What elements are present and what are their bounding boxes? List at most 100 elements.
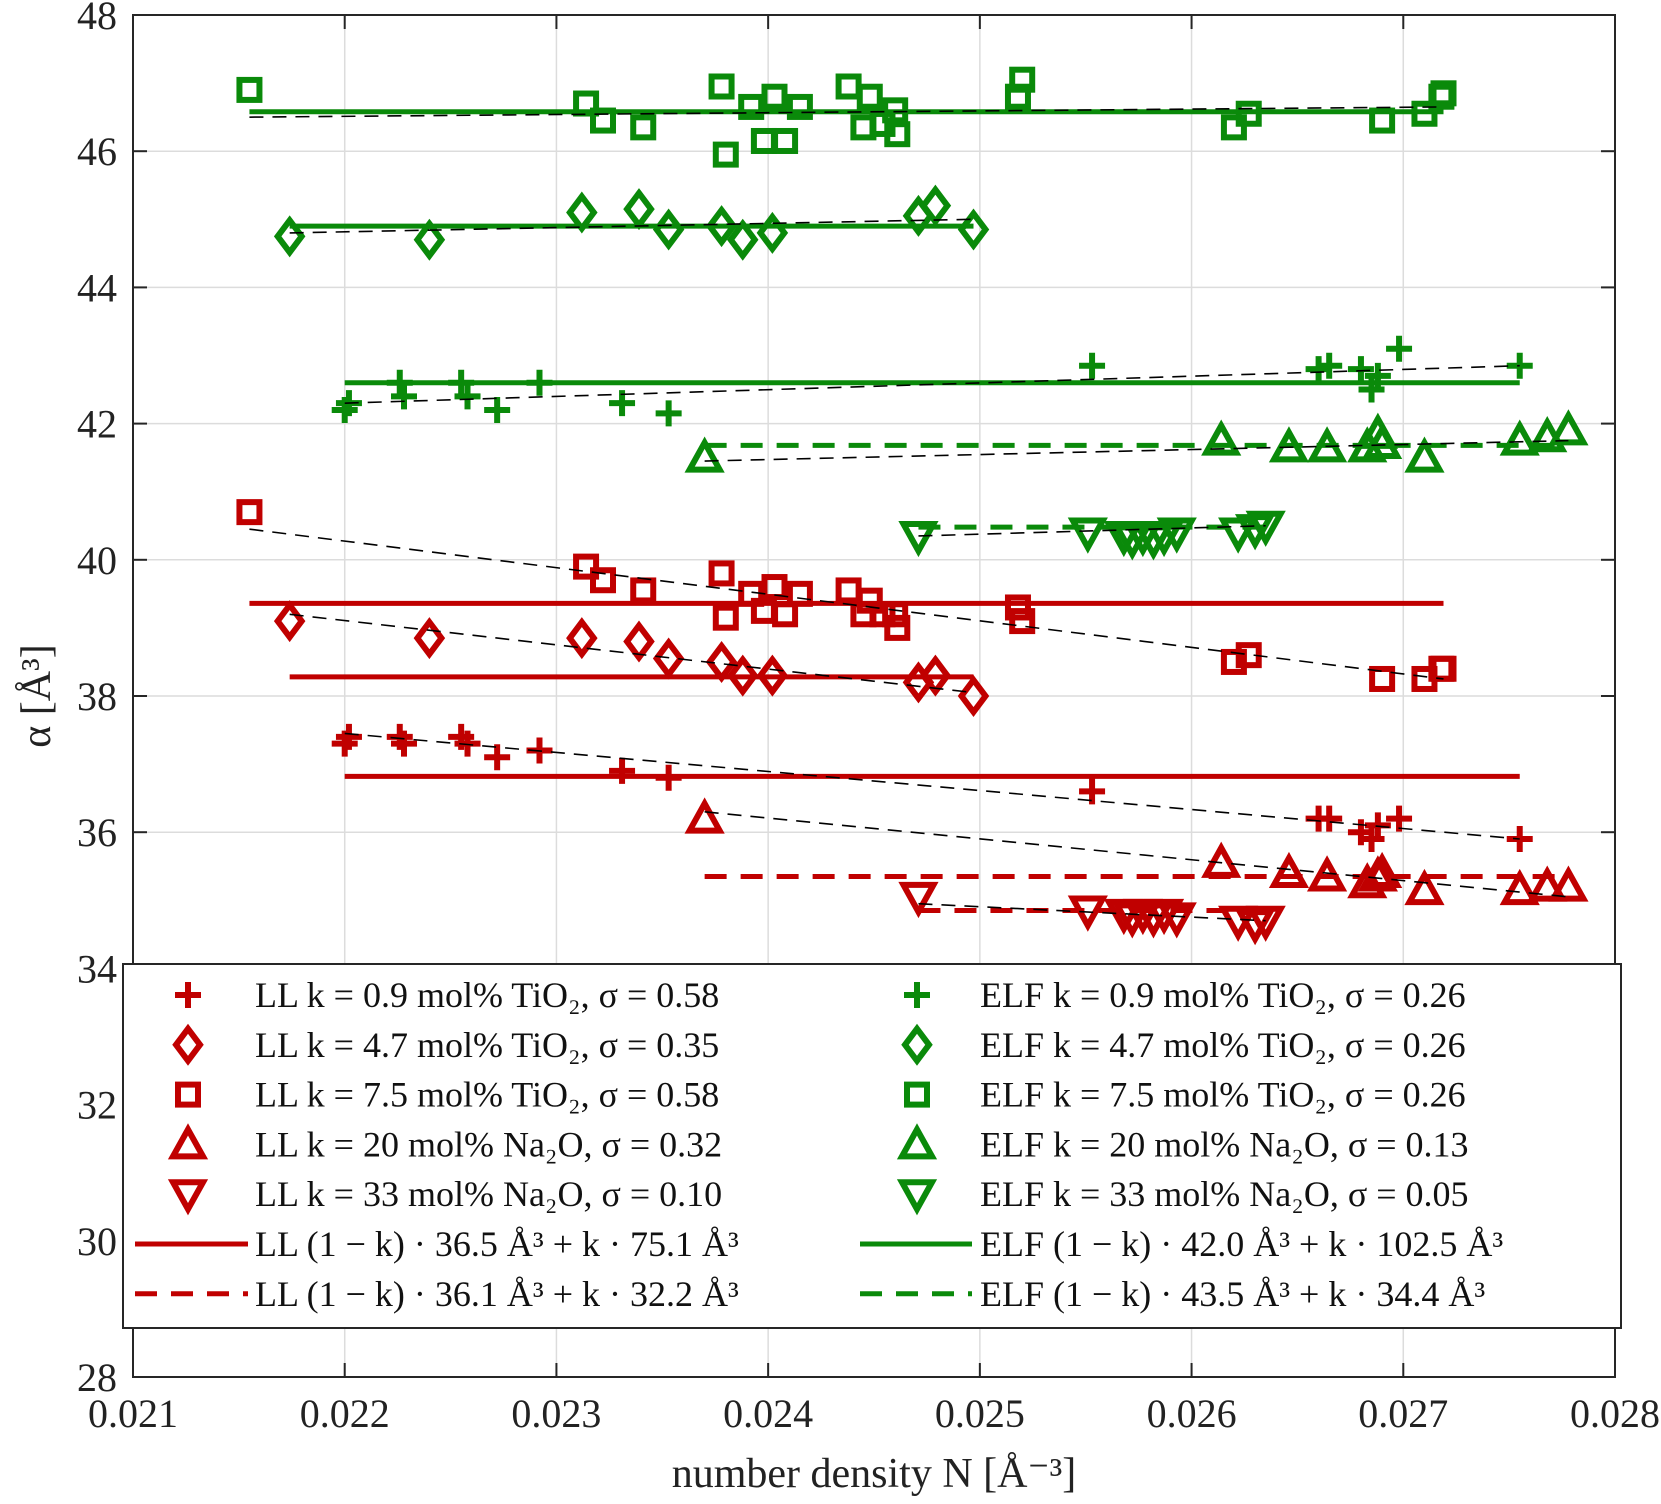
legend-label: LL k = 20 mol% Na₂O, σ = 0.32: [255, 1124, 722, 1164]
linear-fit-line: [344, 364, 1520, 404]
linear-fit-line: [249, 106, 1444, 118]
y-tick-label: 32: [77, 1083, 117, 1128]
ll-triangle-up-point: [684, 797, 725, 834]
elf-triangle-down-point: [898, 520, 939, 558]
elf-square-point: [708, 73, 735, 100]
elf-diamond-point: [652, 208, 685, 251]
ll-plus-point: [1364, 812, 1391, 839]
y-tick-label: 44: [77, 265, 117, 310]
ll-triangle-up-point: [1404, 868, 1445, 906]
ll-square-point: [708, 560, 735, 587]
y-axis-ticks: 28 30 32 34 36 38 40 42 44 46 48: [77, 0, 1615, 1400]
legend-marker-elf-triangle-down: [896, 1179, 938, 1216]
elf-square-point: [1411, 100, 1438, 127]
ll-plus-point: [1316, 805, 1343, 832]
elf-triangle-down-point: [1103, 520, 1144, 558]
y-tick-label: 42: [77, 402, 117, 447]
legend-label: LL k = 4.7 mol% TiO₂, σ = 0.35: [255, 1025, 719, 1065]
legend-label: ELF k = 20 mol% Na₂O, σ = 0.13: [980, 1124, 1469, 1164]
legend-label: LL k = 7.5 mol% TiO₂, σ = 0.58: [255, 1075, 719, 1115]
legend-label: ELF k = 4.7 mol% TiO₂, σ = 0.26: [980, 1025, 1466, 1065]
elf-plus-point: [386, 369, 413, 396]
y-axis-label: α [Å³]: [14, 644, 60, 747]
linear-fit-line: [704, 439, 1569, 462]
x-axis-ticks: 0.021 0.022 0.023 0.024 0.025 0.026 0.027 0.028: [88, 15, 1660, 1436]
elf-square-point: [1430, 80, 1457, 107]
ll-square-point: [761, 574, 788, 601]
ll-diamond-point: [566, 617, 598, 660]
elf-plus-point: [1316, 352, 1343, 379]
elf-square-point: [882, 97, 909, 124]
elf-plus-point: [390, 383, 417, 410]
y-tick-label: 48: [77, 0, 117, 38]
elf-diamond-point: [957, 208, 990, 251]
ll-diamond-point: [623, 620, 655, 663]
elf-square-point: [738, 93, 765, 120]
x-tick-label: 0.024: [723, 1391, 813, 1436]
ll-triangle-up-point: [1347, 862, 1388, 899]
legend-marker-elf-square: [904, 1081, 930, 1108]
legend-label: LL k = 33 mol% Na₂O, σ = 0.10: [255, 1174, 722, 1214]
ll-triangle-up-point: [1362, 851, 1403, 889]
elf-triangle-up-point: [1268, 426, 1310, 463]
elf-triangle-up-point: [1499, 419, 1540, 456]
data-points: [236, 66, 1589, 946]
y-tick-label: 28: [77, 1355, 117, 1400]
ll-diamond-point: [957, 675, 990, 717]
ll-diamond-point: [726, 654, 759, 697]
x-tick-label: 0.028: [1570, 1391, 1660, 1436]
y-tick-label: 36: [77, 810, 117, 855]
ll-diamond-point: [705, 640, 738, 683]
elf-diamond-point: [726, 218, 759, 261]
ll-square-point: [573, 553, 600, 580]
elf-triangle-up-point: [1548, 409, 1589, 446]
elf-plus-point: [1364, 362, 1391, 389]
ll-triangle-up-point: [1268, 851, 1310, 889]
linear-fit-line: [249, 528, 1444, 680]
elf-square-point: [590, 107, 617, 134]
elf-triangle-up-point: [684, 436, 725, 473]
legend-marker-ll-triangle-up: [167, 1123, 209, 1160]
legend-marker-elf-triangle-up: [896, 1123, 938, 1160]
elf-square-point: [630, 114, 657, 141]
y-tick-label: 38: [77, 674, 117, 719]
elf-square-point: [573, 90, 600, 117]
ll-square-point: [786, 580, 813, 607]
elf-triangle-down-point: [1218, 517, 1259, 554]
ll-square-point: [882, 601, 909, 628]
elf-diamond-point: [919, 184, 952, 227]
ll-triangle-up-point: [1548, 865, 1589, 902]
ll-plus-point: [609, 757, 636, 784]
ll-plus-point: [390, 730, 417, 757]
legend-marker-ll-diamond: [172, 1023, 204, 1066]
linear-fit-line: [344, 732, 1520, 840]
legend-label: ELF k = 7.5 mol% TiO₂, σ = 0.26: [980, 1075, 1466, 1115]
ll-diamond-point: [919, 654, 952, 697]
ll-square-point: [712, 604, 739, 631]
elf-triangle-down-point: [1245, 510, 1286, 547]
elf-diamond-point: [273, 215, 306, 258]
elf-square-point: [236, 76, 263, 103]
elf-square-point: [1220, 114, 1247, 141]
ll-diamond-point: [652, 637, 685, 680]
elf-plus-point: [1347, 356, 1374, 383]
x-tick-label: 0.025: [935, 1391, 1025, 1436]
elf-plus-point: [655, 400, 682, 427]
elf-triangle-up-point: [1362, 422, 1403, 460]
ll-plus-point: [1506, 826, 1533, 853]
ll-triangle-down-point: [898, 881, 939, 919]
elf-diamond-point: [413, 218, 446, 261]
ll-square-point: [772, 601, 799, 628]
legend-marker-ll-triangle-down: [167, 1179, 209, 1216]
ll-square-point: [590, 567, 617, 594]
legend-label: ELF k = 0.9 mol% TiO₂, σ = 0.26: [980, 975, 1466, 1015]
elf-triangle-up-point: [1404, 436, 1445, 473]
legend-label: LL (1 − k) · 36.5 Å³ + k · 75.1 Å³: [255, 1224, 739, 1264]
ll-triangle-up-point: [1527, 865, 1568, 902]
ll-triangle-down-point: [1103, 898, 1144, 936]
linear-fit-line: [918, 524, 1266, 537]
ll-square-point: [236, 499, 263, 526]
y-tick-label: 40: [77, 538, 117, 583]
ll-triangle-up-point: [1499, 868, 1540, 906]
